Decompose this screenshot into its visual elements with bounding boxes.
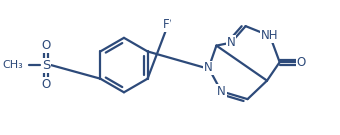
Text: CH₃: CH₃ — [2, 60, 23, 70]
Text: O: O — [41, 39, 51, 52]
Text: N: N — [204, 61, 213, 75]
Text: NH: NH — [261, 29, 279, 42]
Text: N: N — [227, 36, 235, 49]
Text: N: N — [217, 85, 226, 98]
Text: S: S — [42, 59, 50, 72]
Text: F: F — [163, 18, 169, 31]
Text: O: O — [41, 78, 51, 91]
Text: O: O — [296, 56, 306, 69]
